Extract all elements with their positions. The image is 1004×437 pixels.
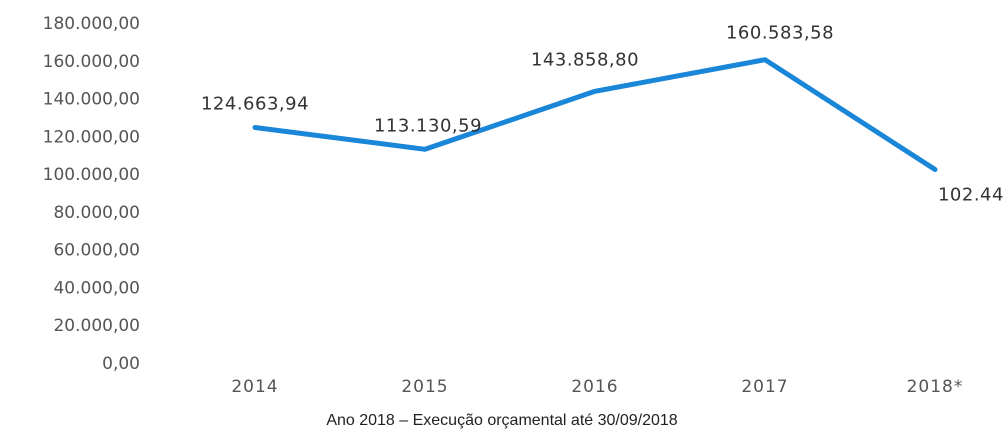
y-tick-label: 180.000,00 <box>43 14 140 34</box>
x-axis-ticks: 2014 2015 2016 2017 2018* <box>231 377 964 397</box>
data-label: 143.858,80 <box>531 49 639 70</box>
y-tick-label: 80.000,00 <box>53 203 140 223</box>
y-axis-ticks: 0,00 20.000,00 40.000,00 60.000,00 80.000,00… <box>43 14 140 374</box>
x-tick-label: 2014 <box>231 377 278 397</box>
data-labels: 124.663,94 113.130,59 143.858,80 160.583,58… <box>201 23 1004 206</box>
x-tick-label: 2018* <box>907 377 964 397</box>
x-tick-label: 2015 <box>401 377 448 397</box>
y-tick-label: 0,00 <box>102 354 140 374</box>
y-tick-label: 40.000,00 <box>53 278 140 298</box>
data-label: 124.663,94 <box>201 94 309 115</box>
y-tick-label: 60.000,00 <box>53 241 140 261</box>
y-tick-label: 120.000,00 <box>43 127 140 147</box>
chart-footnote: Ano 2018 – Execução orçamental até 30/09… <box>326 412 678 429</box>
y-tick-label: 140.000,00 <box>43 90 140 110</box>
data-label: 160.583,58 <box>726 23 834 44</box>
data-label: 102.446,16 <box>938 184 1004 205</box>
series-group <box>252 57 938 172</box>
x-tick-label: 2017 <box>741 377 788 397</box>
x-tick-label: 2016 <box>571 377 618 397</box>
y-tick-label: 100.000,00 <box>43 165 140 185</box>
y-tick-label: 160.000,00 <box>43 52 140 72</box>
series-line <box>252 57 938 172</box>
y-tick-label: 20.000,00 <box>53 316 140 336</box>
data-label: 113.130,59 <box>374 115 482 136</box>
